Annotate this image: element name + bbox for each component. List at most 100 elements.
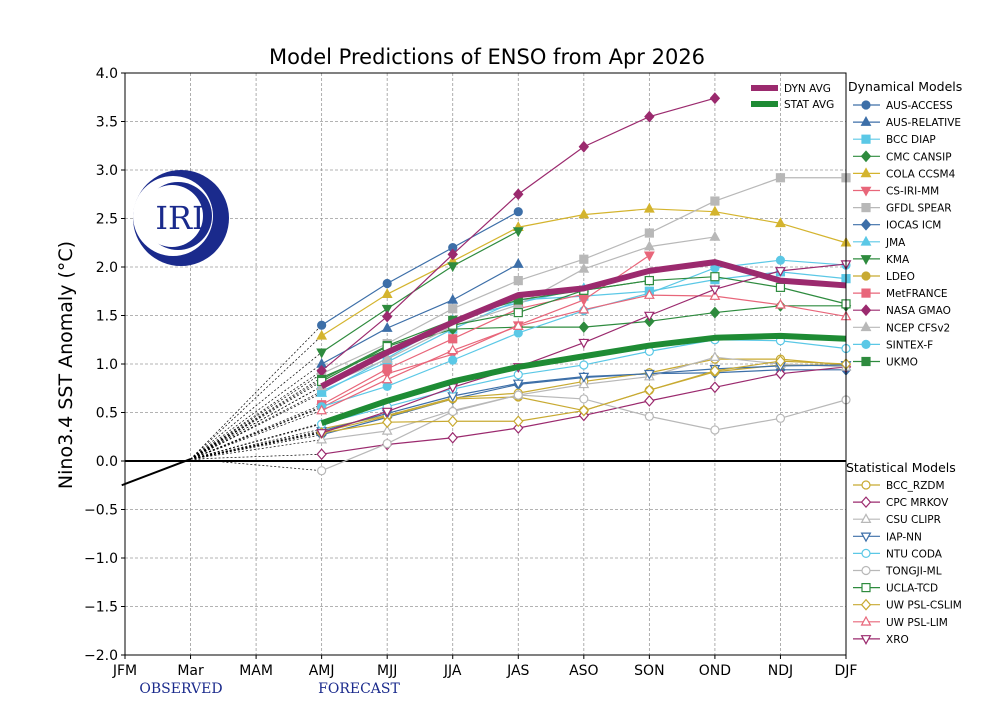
- data-point-cola-ccsm4: [316, 329, 328, 340]
- connector-dyn-avg: [190, 386, 322, 460]
- legend-label-iap-nn: IAP-NN: [886, 531, 922, 543]
- data-point-cpc-mrkov: [644, 394, 655, 407]
- data-point-uw-psl-cslim: [381, 416, 393, 429]
- y-tick-label: 0.0: [96, 454, 118, 470]
- connector-jma: [190, 392, 322, 460]
- series-line-aus-relative: [321, 263, 519, 365]
- connector-bcc-rzdm: [190, 428, 322, 460]
- legend-marker-cpc-mrkov: [860, 496, 872, 509]
- data-point-uw-psl-lim: [578, 303, 590, 314]
- legend-marker-tongji-ml: [861, 565, 871, 576]
- data-point-nasa-gmao: [447, 248, 458, 261]
- x-tick-label: SON: [634, 663, 664, 679]
- data-point-ncep-cfsv2: [709, 230, 721, 241]
- data-point-uw-psl-lim: [381, 373, 393, 384]
- x-tick-label: JJA: [443, 663, 462, 679]
- legend-label-aus-relative: AUS-RELATIVE: [886, 117, 961, 129]
- legend-label-cpc-mrkov: CPC MRKOV: [886, 497, 949, 509]
- legend-marker-ntu-coda: [861, 548, 871, 559]
- data-point-ucla-tcd: [513, 307, 523, 318]
- series-line-cs-iri-mm: [321, 254, 650, 409]
- forecast-annotation: FORECAST: [318, 681, 400, 697]
- x-ticks: JFM Mar MAM AMJ MJJ JJA JAS ASO SON OND NDJ DJF: [112, 655, 858, 679]
- x-tick-label: DJF: [835, 663, 858, 679]
- y-tick-label: 1.5: [96, 309, 118, 325]
- series-line-kma: [321, 230, 519, 353]
- data-point-cola-ccsm4: [709, 205, 721, 216]
- data-point-ncep-cfsv2: [381, 353, 393, 363]
- data-point-nasa-gmao: [709, 92, 721, 105]
- data-point-ucla-tcd: [775, 282, 786, 292]
- y-axis-label: Nino3.4 SST Anomaly (°C): [55, 241, 77, 489]
- series-uw-psl-lim: [316, 289, 852, 415]
- x-tick-label: AMJ: [309, 663, 335, 679]
- data-point-uw-psl-cslim: [644, 384, 655, 397]
- legend-label-csu-clipr: CSU CLIPR: [886, 514, 941, 526]
- data-point-cola-ccsm4: [775, 217, 786, 228]
- connector-ukmo: [190, 379, 322, 460]
- x-tick-label: Mar: [177, 663, 204, 679]
- series-nasa-gmao: [316, 92, 721, 377]
- averages-layer: [320, 259, 847, 427]
- legend-label-dyn-avg: DYN AVG: [784, 83, 831, 95]
- connector-ucla-tcd: [190, 381, 322, 460]
- legend-marker-aus-relative: [860, 116, 872, 126]
- data-point-uw-psl-lim: [643, 289, 655, 299]
- data-point-gfdl-spear: [513, 275, 523, 286]
- series-aus-relative: [316, 258, 524, 368]
- data-point-uw-psl-cslim: [447, 415, 458, 428]
- data-point-gfdl-spear: [448, 304, 458, 314]
- data-point-csu-clipr: [578, 378, 590, 389]
- data-point-iap-nn: [643, 369, 655, 380]
- statistical-legend: BCC_RZDM CPC MRKOV CSU CLIPR IAP-NN NTU CODA…: [853, 480, 962, 646]
- data-point-cpc-mrkov: [709, 381, 721, 394]
- legend-marker-ucla-tcd: [861, 582, 871, 593]
- data-point-sintex-f: [513, 328, 523, 338]
- data-point-aus-access: [513, 207, 523, 217]
- y-tick-label: 3.0: [96, 163, 118, 179]
- data-point-nasa-gmao: [513, 188, 524, 201]
- data-point-tongji-ml: [513, 390, 523, 400]
- x-tick-label: MJJ: [377, 663, 397, 679]
- legend-marker-nasa-gmao: [860, 304, 872, 317]
- data-point-tongji-ml: [775, 413, 786, 423]
- data-point-uw-psl-lim: [447, 344, 459, 355]
- data-point-gfdl-spear: [775, 173, 786, 183]
- legend-label-ldeo: LDEO: [886, 271, 915, 283]
- data-point-sintex-f: [448, 355, 458, 365]
- legend-label-kma: KMA: [886, 254, 910, 266]
- legend-marker-ukmo: [861, 356, 871, 367]
- data-point-iap-nn: [512, 379, 524, 390]
- y-tick-label: 2.0: [96, 260, 118, 276]
- grid: [124, 72, 847, 656]
- y-tick-label: 2.5: [96, 212, 118, 228]
- data-point-uw-psl-cslim: [578, 404, 590, 417]
- data-point-cola-ccsm4: [578, 208, 590, 219]
- legend-marker-bcc-rzdm: [861, 480, 871, 490]
- avg-line-dyn-avg: [320, 259, 847, 389]
- x-tick-label: ASO: [569, 663, 598, 679]
- connector-aus-relative: [190, 363, 322, 460]
- data-point-cmc-cansip: [709, 306, 721, 319]
- data-point-ncep-cfsv2: [578, 262, 590, 273]
- data-point-nasa-gmao: [578, 140, 590, 153]
- data-point-aus-access: [382, 278, 392, 289]
- y-tick-label: 4.0: [96, 66, 118, 82]
- data-point-jma: [316, 387, 328, 397]
- legend-label-tongji-ml: TONGJI-ML: [885, 566, 942, 578]
- legend-marker-sintex-f: [861, 339, 871, 349]
- data-point-sintex-f: [382, 381, 392, 391]
- legend-label-ntu-coda: NTU CODA: [886, 548, 943, 560]
- data-point-xro: [316, 429, 328, 439]
- y-tick-label: −1.0: [84, 551, 118, 567]
- data-point-nasa-gmao: [381, 310, 393, 323]
- data-point-ntu-coda: [579, 360, 589, 370]
- legend-marker-metfrance: [861, 288, 871, 298]
- y-ticks: −2.0 −1.5 −1.0 −0.5 0.0 0.5 1.0 1.5 2.0 2.5 3.0 3.5…: [84, 66, 125, 664]
- series-kma: [316, 227, 524, 359]
- legend-label-ncep-cfsv2: NCEP CFSv2: [886, 322, 950, 334]
- y-tick-label: 3.5: [96, 115, 118, 131]
- legend-marker-iocas-icm: [860, 218, 872, 231]
- observed-annotation: OBSERVED: [139, 681, 222, 697]
- legend-label-stat-avg: STAT AVG: [784, 99, 834, 111]
